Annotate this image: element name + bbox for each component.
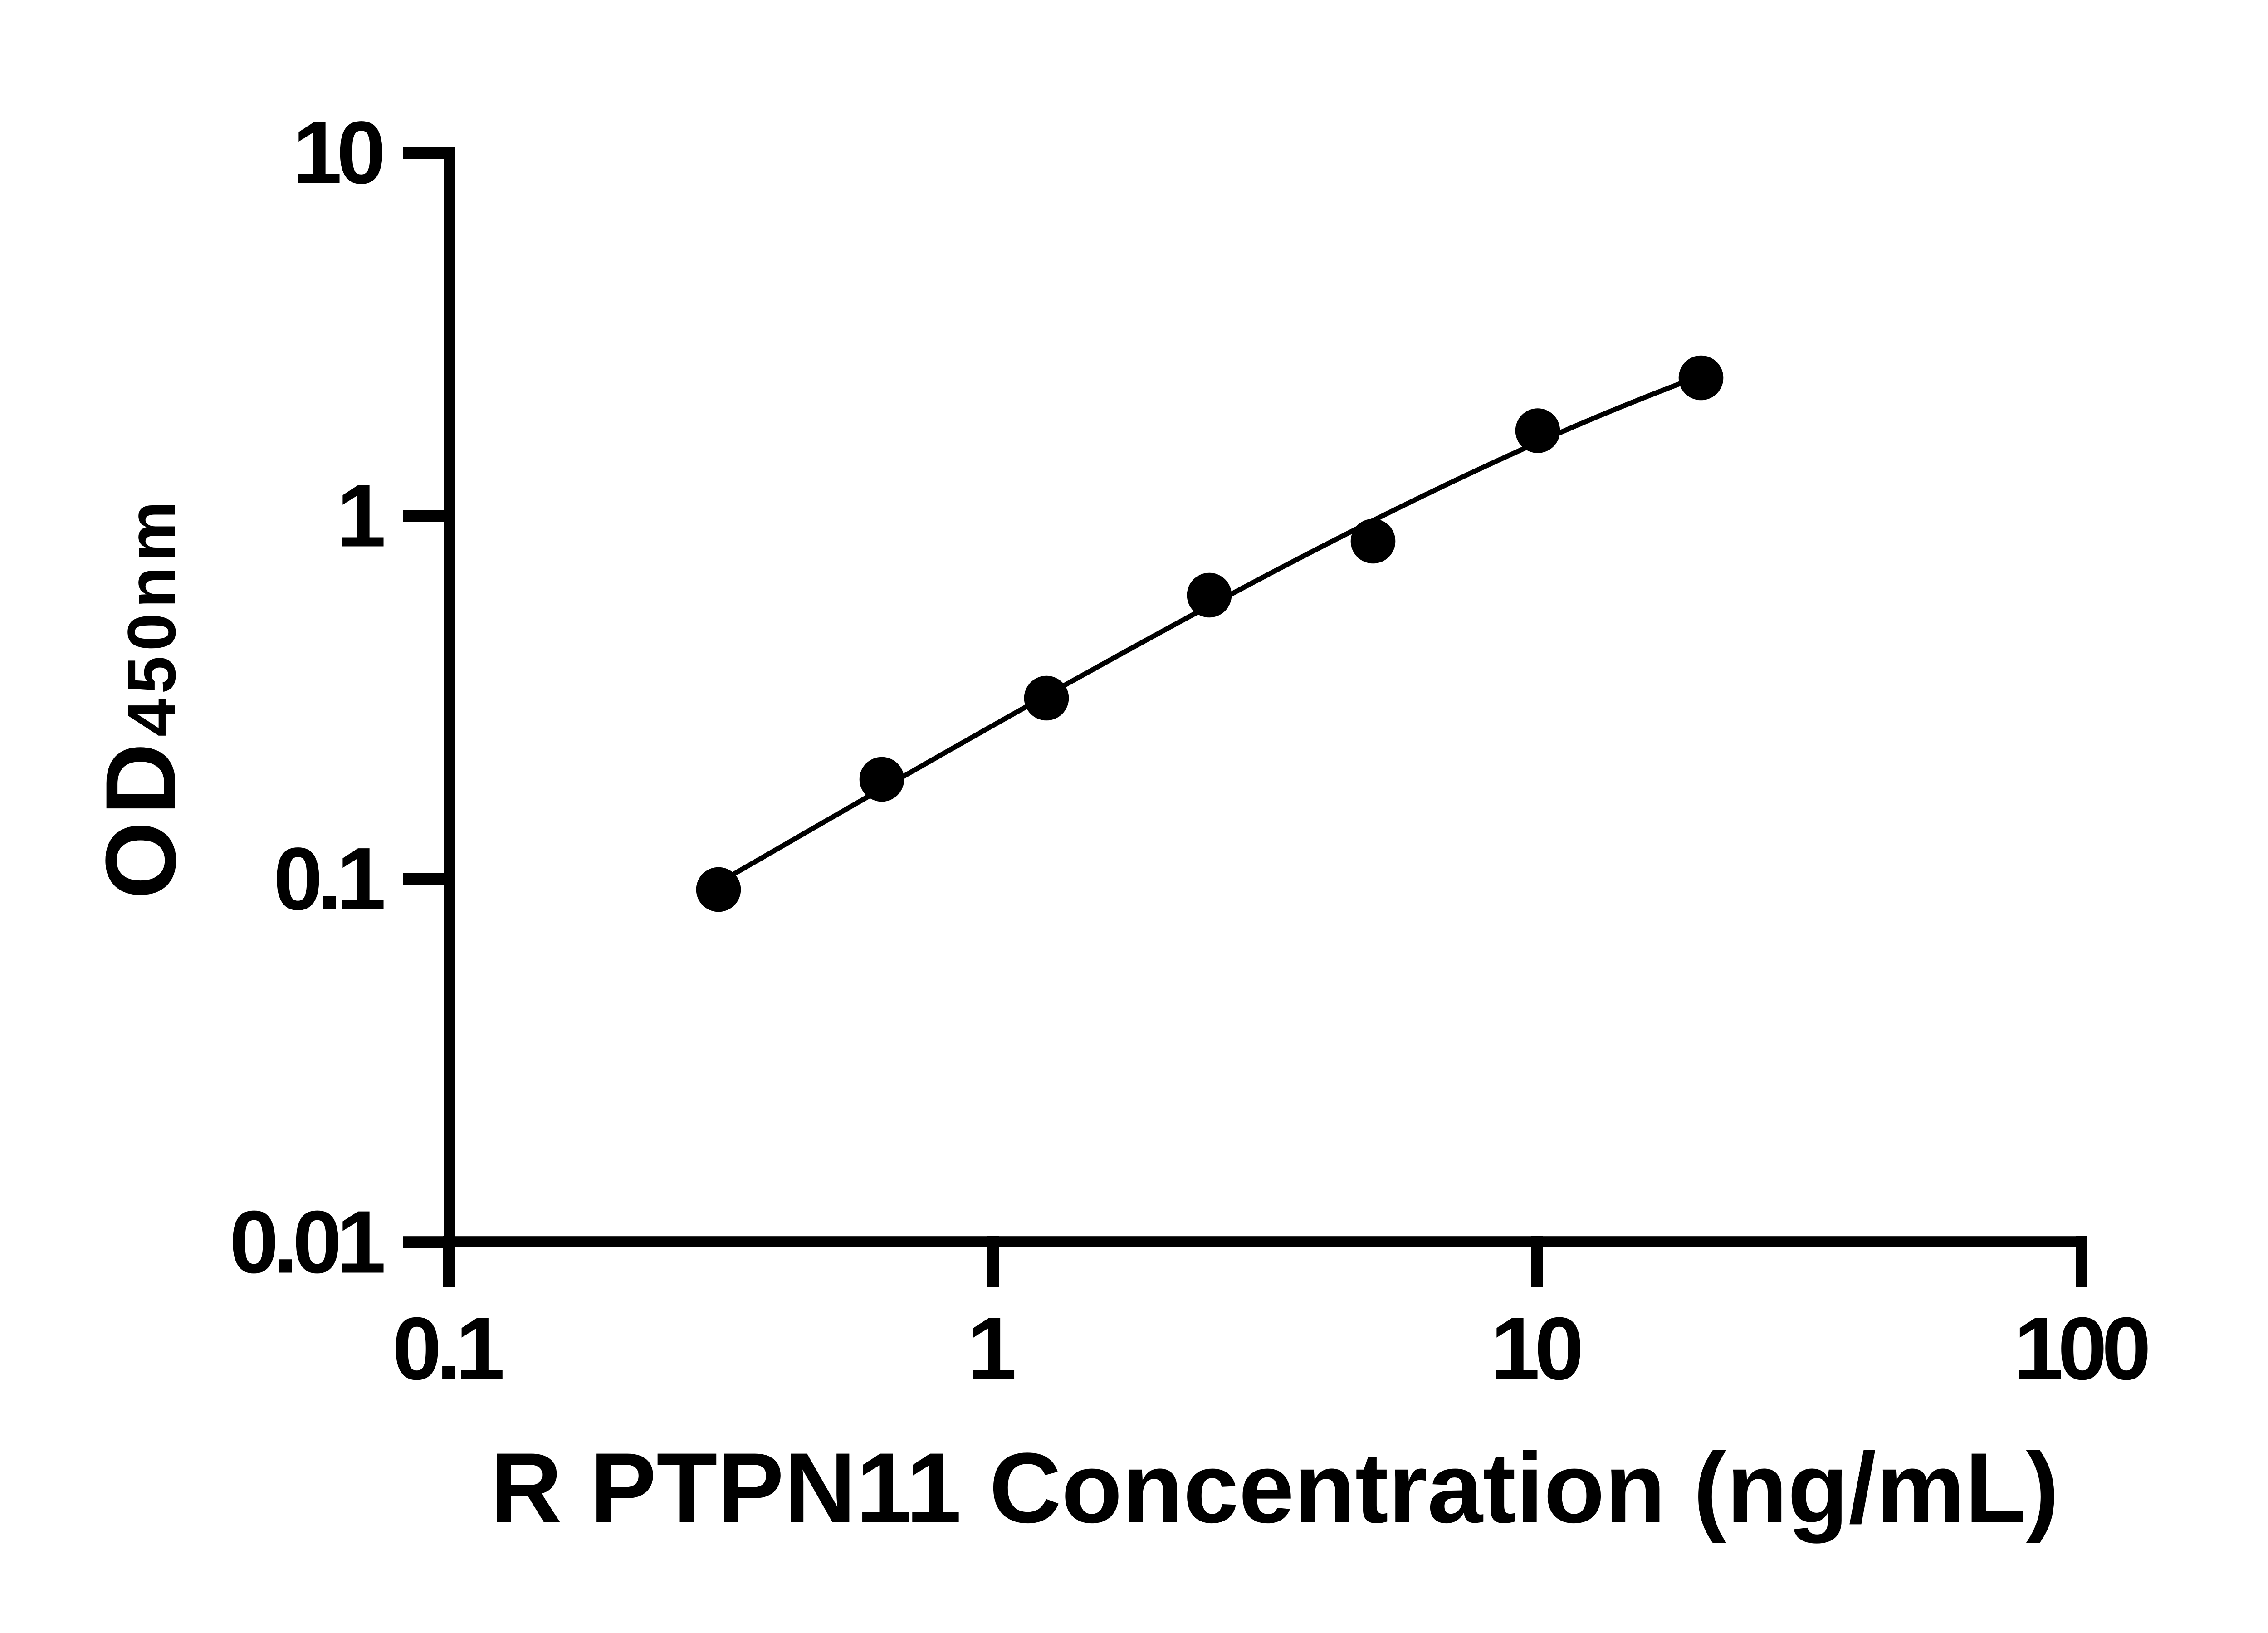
svg-text:1: 1: [967, 1299, 1014, 1398]
svg-text:10: 10: [293, 103, 382, 202]
svg-text:1: 1: [337, 466, 384, 566]
svg-text:0.1: 0.1: [274, 829, 384, 929]
svg-text:100: 100: [2014, 1299, 2147, 1398]
svg-text:0.01: 0.01: [230, 1193, 384, 1292]
svg-text:0.1: 0.1: [392, 1299, 503, 1398]
svg-text:R PTPN11 Concentration (ng/mL): R PTPN11 Concentration (ng/mL): [490, 1432, 2059, 1544]
svg-text:10: 10: [1491, 1299, 1580, 1398]
